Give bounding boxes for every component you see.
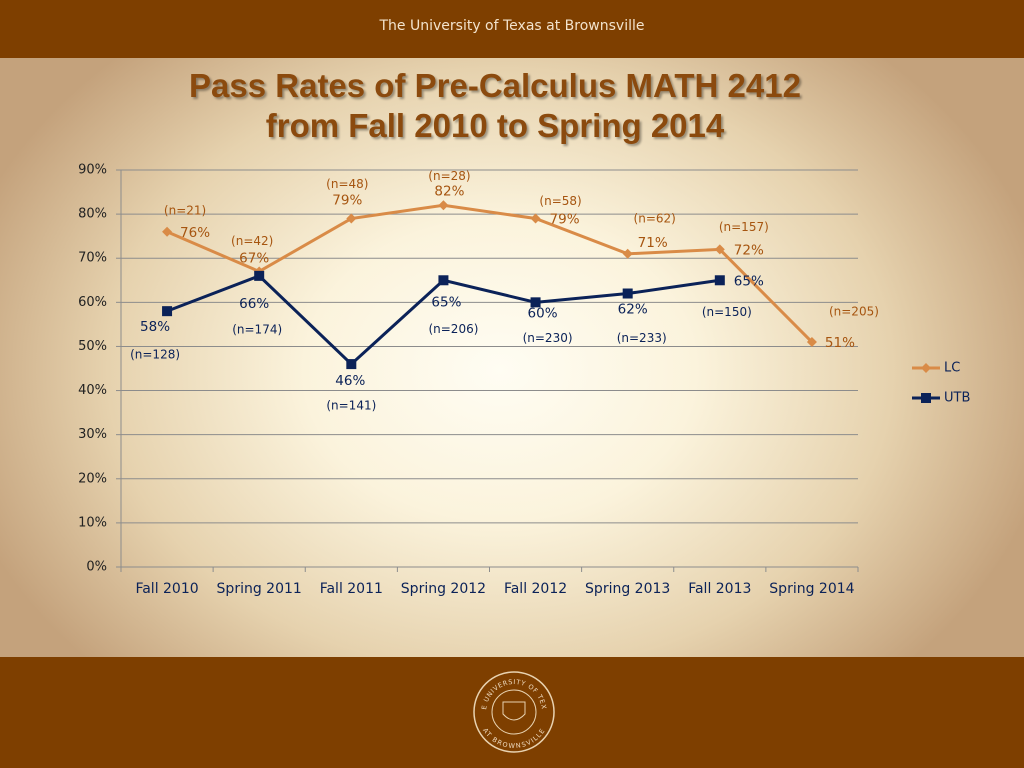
n-label: (n=128) — [130, 348, 180, 362]
value-label: 58% — [140, 319, 170, 335]
x-tick-label: Spring 2012 — [401, 581, 486, 597]
value-label: 65% — [734, 273, 764, 289]
y-tick-label: 60% — [78, 295, 107, 310]
data-point — [162, 226, 173, 237]
data-point — [714, 244, 725, 255]
x-tick-label: Spring 2014 — [769, 581, 854, 597]
x-tick-label: Fall 2011 — [320, 581, 383, 597]
data-point — [346, 359, 357, 370]
data-point — [162, 306, 173, 317]
legend-label: LC — [944, 361, 960, 376]
x-tick-label: Fall 2013 — [688, 581, 751, 597]
data-point — [438, 200, 449, 211]
x-tick-label: Fall 2010 — [135, 581, 198, 597]
x-tick-label: Spring 2013 — [585, 581, 670, 597]
value-label: 76% — [180, 225, 210, 241]
logo-ring — [473, 671, 555, 753]
x-tick-label: Spring 2011 — [217, 581, 302, 597]
logo-shield — [502, 701, 526, 721]
legend-marker — [921, 363, 931, 373]
chart-title: Pass Rates of Pre-Calculus MATH 2412 fro… — [0, 66, 990, 146]
data-point — [254, 270, 265, 281]
n-label: (n=28) — [428, 169, 470, 183]
value-label: 62% — [618, 302, 648, 318]
data-point — [346, 213, 357, 224]
value-label: 60% — [528, 305, 558, 321]
n-label: (n=233) — [617, 331, 667, 345]
n-label: (n=21) — [164, 203, 206, 217]
series-line — [166, 203, 814, 344]
y-tick-label: 40% — [78, 383, 107, 398]
logo: THE UNIVERSITY OF TEXAS AT BROWNSVILLE — [0, 0, 555, 753]
value-label: 79% — [550, 212, 580, 228]
top-bar — [0, 0, 1024, 58]
n-label: (n=230) — [523, 331, 573, 345]
data-point — [622, 288, 633, 299]
data-point — [806, 337, 817, 348]
y-tick-label: 90% — [78, 163, 107, 178]
title-line: Pass Rates of Pre-Calculus MATH 2412 — [189, 67, 801, 104]
data-point — [530, 297, 541, 308]
logo-text: THE UNIVERSITY OF TEXAS — [0, 0, 548, 710]
value-label: 67% — [239, 250, 269, 266]
y-tick-label: 20% — [78, 471, 107, 486]
x-tick-label: Fall 2012 — [504, 581, 567, 597]
value-label: 79% — [332, 193, 362, 209]
header: The University of Texas at Brownsville — [379, 18, 645, 34]
data-point — [714, 275, 725, 286]
value-label: 51% — [825, 335, 855, 351]
y-tick-label: 10% — [78, 515, 107, 530]
value-label: 72% — [734, 242, 764, 258]
n-label: (n=141) — [326, 399, 376, 413]
value-label: 46% — [335, 373, 365, 389]
legend-label: UTB — [944, 391, 970, 406]
value-label: 66% — [239, 296, 269, 312]
y-tick-label: 80% — [78, 207, 107, 222]
n-label: (n=206) — [428, 322, 478, 336]
y-tick-label: 30% — [78, 427, 107, 442]
y-tick-label: 70% — [78, 251, 107, 266]
y-tick-label: 0% — [86, 560, 107, 575]
value-label: 71% — [638, 235, 668, 251]
n-label: (n=58) — [539, 194, 581, 208]
series-line — [166, 274, 721, 367]
logo-inner — [491, 689, 537, 735]
title-line: from Fall 2010 to Spring 2014 — [265, 107, 725, 144]
data-point — [530, 213, 541, 224]
n-label: (n=62) — [634, 211, 676, 225]
legend-marker — [921, 393, 931, 403]
data-point — [622, 248, 633, 259]
n-label: (n=174) — [232, 322, 282, 336]
n-label: (n=48) — [326, 177, 368, 191]
value-label: 65% — [431, 294, 461, 310]
value-label: 82% — [434, 183, 464, 199]
n-label: (n=157) — [719, 220, 769, 234]
n-label: (n=42) — [231, 234, 273, 248]
n-label: (n=150) — [702, 305, 752, 319]
data-point — [438, 275, 449, 286]
n-label: (n=205) — [829, 305, 879, 319]
y-tick-label: 50% — [78, 339, 107, 354]
